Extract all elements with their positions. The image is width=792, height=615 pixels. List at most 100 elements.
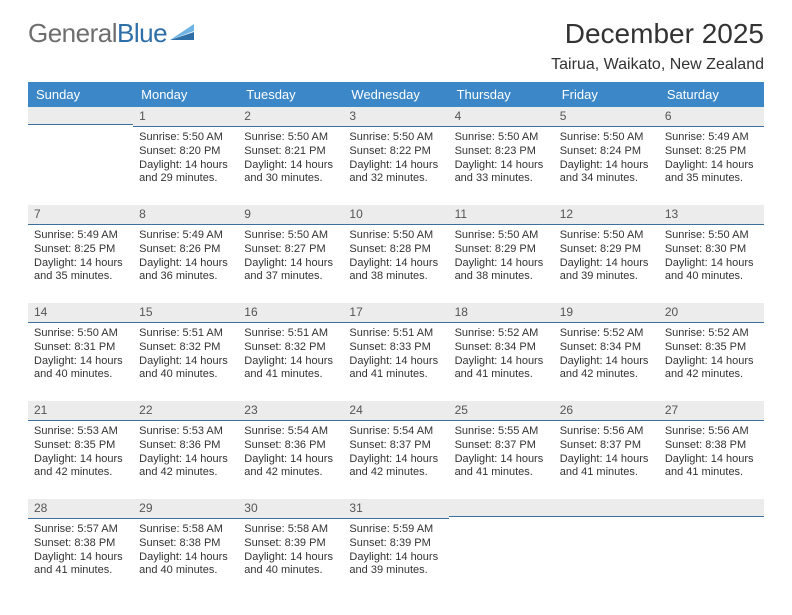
daylight-line: Daylight: 14 hours and 39 minutes. [560, 257, 653, 285]
sunset-line: Sunset: 8:35 PM [34, 439, 127, 453]
daylight-line: Daylight: 14 hours and 29 minutes. [139, 159, 232, 187]
daylight-line: Daylight: 14 hours and 42 minutes. [139, 453, 232, 481]
sunset-line: Sunset: 8:39 PM [349, 537, 442, 551]
day-number: 27 [659, 401, 764, 421]
empty-day-cell [554, 519, 659, 597]
sunrise-line: Sunrise: 5:55 AM [455, 425, 548, 439]
day-cell: Sunrise: 5:49 AMSunset: 8:26 PMDaylight:… [133, 225, 238, 303]
day-cell: Sunrise: 5:50 AMSunset: 8:28 PMDaylight:… [343, 225, 448, 303]
header: GeneralBlue December 2025 Tairua, Waikat… [28, 18, 764, 74]
daylight-line: Daylight: 14 hours and 41 minutes. [455, 453, 548, 481]
week-daynum-row: 78910111213 [28, 205, 764, 225]
empty-day-band [449, 499, 554, 517]
sunrise-line: Sunrise: 5:49 AM [665, 131, 758, 145]
week-daynum-row: 123456 [28, 107, 764, 127]
sunrise-line: Sunrise: 5:50 AM [34, 327, 127, 341]
dow-thursday: Thursday [449, 82, 554, 107]
dow-sunday: Sunday [28, 82, 133, 107]
daylight-line: Daylight: 14 hours and 41 minutes. [244, 355, 337, 383]
sunset-line: Sunset: 8:25 PM [665, 145, 758, 159]
dow-tuesday: Tuesday [238, 82, 343, 107]
sunrise-line: Sunrise: 5:56 AM [560, 425, 653, 439]
weekday-header-row: Sunday Monday Tuesday Wednesday Thursday… [28, 82, 764, 107]
sunset-line: Sunset: 8:37 PM [349, 439, 442, 453]
day-number: 16 [238, 303, 343, 323]
daylight-line: Daylight: 14 hours and 38 minutes. [455, 257, 548, 285]
daylight-line: Daylight: 14 hours and 35 minutes. [665, 159, 758, 187]
day-cell: Sunrise: 5:50 AMSunset: 8:20 PMDaylight:… [133, 127, 238, 205]
sunrise-line: Sunrise: 5:50 AM [455, 229, 548, 243]
day-cell: Sunrise: 5:50 AMSunset: 8:30 PMDaylight:… [659, 225, 764, 303]
daylight-line: Daylight: 14 hours and 40 minutes. [139, 551, 232, 579]
day-cell: Sunrise: 5:54 AMSunset: 8:37 PMDaylight:… [343, 421, 448, 499]
sunset-line: Sunset: 8:37 PM [560, 439, 653, 453]
sunrise-line: Sunrise: 5:54 AM [244, 425, 337, 439]
sunrise-line: Sunrise: 5:52 AM [560, 327, 653, 341]
day-number: 21 [28, 401, 133, 421]
sunset-line: Sunset: 8:22 PM [349, 145, 442, 159]
day-number: 29 [133, 499, 238, 519]
daylight-line: Daylight: 14 hours and 40 minutes. [244, 551, 337, 579]
daylight-line: Daylight: 14 hours and 40 minutes. [34, 355, 127, 383]
empty-day-band [28, 107, 133, 125]
sunrise-line: Sunrise: 5:57 AM [34, 523, 127, 537]
day-number: 20 [659, 303, 764, 323]
sunset-line: Sunset: 8:36 PM [139, 439, 232, 453]
sunrise-line: Sunrise: 5:52 AM [455, 327, 548, 341]
title-block: December 2025 Tairua, Waikato, New Zeala… [551, 18, 764, 74]
sunrise-line: Sunrise: 5:53 AM [34, 425, 127, 439]
sunset-line: Sunset: 8:31 PM [34, 341, 127, 355]
sunset-line: Sunset: 8:38 PM [139, 537, 232, 551]
week-content-row: Sunrise: 5:50 AMSunset: 8:31 PMDaylight:… [28, 323, 764, 401]
sunrise-line: Sunrise: 5:58 AM [244, 523, 337, 537]
sunset-line: Sunset: 8:27 PM [244, 243, 337, 257]
daylight-line: Daylight: 14 hours and 42 minutes. [560, 355, 653, 383]
sunset-line: Sunset: 8:33 PM [349, 341, 442, 355]
daylight-line: Daylight: 14 hours and 41 minutes. [349, 355, 442, 383]
day-number: 3 [343, 107, 448, 127]
day-cell: Sunrise: 5:59 AMSunset: 8:39 PMDaylight:… [343, 519, 448, 597]
sunset-line: Sunset: 8:32 PM [244, 341, 337, 355]
daylight-line: Daylight: 14 hours and 32 minutes. [349, 159, 442, 187]
sunrise-line: Sunrise: 5:51 AM [349, 327, 442, 341]
day-cell: Sunrise: 5:52 AMSunset: 8:34 PMDaylight:… [449, 323, 554, 401]
sunset-line: Sunset: 8:37 PM [455, 439, 548, 453]
empty-day-cell [449, 519, 554, 597]
week-daynum-row: 14151617181920 [28, 303, 764, 323]
calendar-table: Sunday Monday Tuesday Wednesday Thursday… [28, 82, 764, 597]
sunset-line: Sunset: 8:30 PM [665, 243, 758, 257]
empty-day-band [659, 499, 764, 517]
logo-text-blue: Blue [117, 18, 167, 49]
sunset-line: Sunset: 8:25 PM [34, 243, 127, 257]
day-cell: Sunrise: 5:52 AMSunset: 8:35 PMDaylight:… [659, 323, 764, 401]
page-title: December 2025 [551, 18, 764, 50]
day-cell: Sunrise: 5:50 AMSunset: 8:21 PMDaylight:… [238, 127, 343, 205]
daylight-line: Daylight: 14 hours and 35 minutes. [34, 257, 127, 285]
sunrise-line: Sunrise: 5:49 AM [34, 229, 127, 243]
day-number: 17 [343, 303, 448, 323]
empty-day-cell [659, 519, 764, 597]
day-number: 2 [238, 107, 343, 127]
day-cell: Sunrise: 5:50 AMSunset: 8:31 PMDaylight:… [28, 323, 133, 401]
sunrise-line: Sunrise: 5:49 AM [139, 229, 232, 243]
day-cell: Sunrise: 5:58 AMSunset: 8:38 PMDaylight:… [133, 519, 238, 597]
daylight-line: Daylight: 14 hours and 40 minutes. [665, 257, 758, 285]
daylight-line: Daylight: 14 hours and 41 minutes. [665, 453, 758, 481]
day-number: 31 [343, 499, 448, 519]
day-cell: Sunrise: 5:54 AMSunset: 8:36 PMDaylight:… [238, 421, 343, 499]
week-daynum-row: 21222324252627 [28, 401, 764, 421]
day-number: 13 [659, 205, 764, 225]
sunrise-line: Sunrise: 5:59 AM [349, 523, 442, 537]
day-cell: Sunrise: 5:57 AMSunset: 8:38 PMDaylight:… [28, 519, 133, 597]
empty-day-cell [28, 127, 133, 205]
sunrise-line: Sunrise: 5:50 AM [560, 229, 653, 243]
sunrise-line: Sunrise: 5:52 AM [665, 327, 758, 341]
day-number: 25 [449, 401, 554, 421]
sunset-line: Sunset: 8:28 PM [349, 243, 442, 257]
daylight-line: Daylight: 14 hours and 30 minutes. [244, 159, 337, 187]
day-cell: Sunrise: 5:56 AMSunset: 8:37 PMDaylight:… [554, 421, 659, 499]
day-number: 9 [238, 205, 343, 225]
daylight-line: Daylight: 14 hours and 39 minutes. [349, 551, 442, 579]
dow-saturday: Saturday [659, 82, 764, 107]
daylight-line: Daylight: 14 hours and 34 minutes. [560, 159, 653, 187]
